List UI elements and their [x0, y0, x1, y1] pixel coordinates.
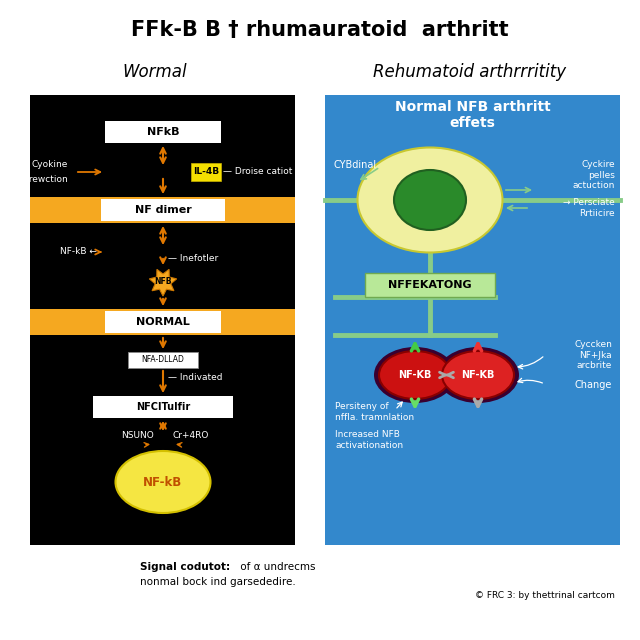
Text: of α undrecms: of α undrecms: [237, 562, 316, 572]
Bar: [101, 199, 225, 221]
Text: prewction: prewction: [23, 175, 68, 184]
Text: NF-kB ←: NF-kB ←: [60, 248, 97, 257]
Text: → Persciate
Rrtiicire: → Persciate Rrtiicire: [563, 198, 615, 218]
Bar: [30, 95, 295, 545]
Text: IL-4B: IL-4B: [193, 168, 219, 177]
Ellipse shape: [115, 451, 211, 513]
Text: FFk-B B † rhumauratoid  arthritt: FFk-B B † rhumauratoid arthritt: [131, 20, 509, 40]
Text: NF dimer: NF dimer: [134, 205, 191, 215]
Bar: [365, 273, 495, 297]
Text: — Inefotler: — Inefotler: [168, 254, 218, 263]
Ellipse shape: [442, 351, 514, 399]
Text: NFB: NFB: [154, 278, 172, 287]
Text: nonmal bock ind garsededire.: nonmal bock ind garsededire.: [140, 577, 296, 587]
Text: CYBdinal: CYBdinal: [333, 160, 376, 170]
Text: NF-KB: NF-KB: [398, 370, 432, 380]
Text: NORMAL: NORMAL: [136, 317, 190, 327]
Text: Change: Change: [575, 380, 612, 390]
Bar: [30, 309, 295, 335]
Text: Cyccken
NF+Jka
arcbrite: Cyccken NF+Jka arcbrite: [574, 340, 612, 370]
Text: NFkB: NFkB: [147, 127, 179, 137]
Text: Cyckire
pelles
actuction: Cyckire pelles actuction: [573, 160, 615, 190]
Text: Cyokine: Cyokine: [31, 160, 68, 169]
Text: NFA-DLLAD: NFA-DLLAD: [141, 355, 184, 365]
Bar: [105, 121, 221, 143]
Text: NF-KB: NF-KB: [461, 370, 495, 380]
Ellipse shape: [394, 170, 466, 230]
Bar: [93, 396, 233, 418]
Bar: [191, 163, 221, 181]
Text: NFCITulfir: NFCITulfir: [136, 402, 190, 412]
Text: Wormal: Wormal: [123, 63, 188, 81]
Text: Persiteny of
nffla. tramnlation: Persiteny of nffla. tramnlation: [335, 403, 414, 422]
Text: Rehumatoid arthrrritity: Rehumatoid arthrrritity: [373, 63, 566, 81]
Bar: [128, 352, 198, 368]
Text: Cr+4RO: Cr+4RO: [173, 431, 209, 440]
Polygon shape: [149, 269, 177, 296]
Bar: [30, 197, 295, 223]
Text: © FRC 3: by thettrinal cartcom: © FRC 3: by thettrinal cartcom: [475, 591, 615, 600]
Text: Increased NFB
activationation: Increased NFB activationation: [335, 430, 403, 450]
Text: Signal codutot:: Signal codutot:: [140, 562, 230, 572]
Ellipse shape: [437, 347, 519, 403]
Ellipse shape: [374, 347, 456, 403]
Text: Normal NFB arthritt
effets: Normal NFB arthritt effets: [395, 100, 550, 130]
Bar: [325, 95, 620, 545]
Text: — Indivated: — Indivated: [168, 372, 223, 381]
Bar: [105, 311, 221, 333]
Text: NSUNO: NSUNO: [122, 431, 154, 440]
Text: NFFEKATONG: NFFEKATONG: [388, 280, 472, 290]
Text: NF-kB: NF-kB: [143, 476, 182, 488]
Ellipse shape: [379, 351, 451, 399]
Ellipse shape: [358, 147, 502, 253]
Text: — Droise catiot: — Droise catiot: [223, 168, 292, 177]
